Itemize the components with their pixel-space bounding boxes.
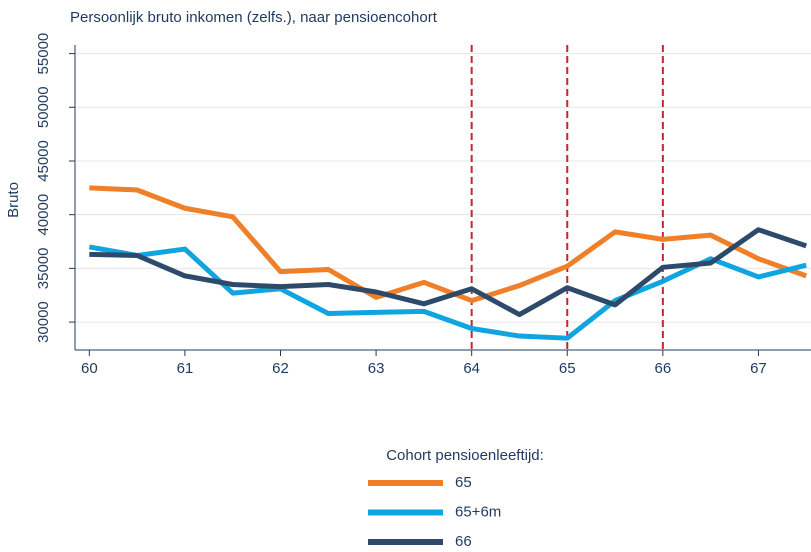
y-tick-label: 45000 [35,140,52,182]
y-axis-label: Bruto [5,182,22,218]
y-tick-label: 55000 [35,33,52,75]
x-tick-label: 61 [177,360,194,377]
series-line [89,227,808,318]
x-tick-label: 60 [81,360,98,377]
y-tick-label: 40000 [35,194,52,236]
x-tick-label: 64 [463,360,480,377]
chart-title: Persoonlijk bruto inkomen (zelfs.), naar… [70,9,438,26]
legend-label: 65 [455,474,472,491]
legend-label: 65+6m [455,503,501,520]
legend-label: 66 [455,533,472,550]
legend-title: Cohort pensioenleeftijd: [386,447,544,464]
y-tick-label: 50000 [35,86,52,128]
x-tick-label: 65 [559,360,576,377]
x-tick-label: 63 [368,360,385,377]
x-tick-label: 62 [272,360,289,377]
series-line [88,244,807,341]
series-line [89,185,808,304]
y-tick-label: 30000 [35,301,52,343]
x-tick-label: 66 [655,360,672,377]
y-tick-label: 35000 [35,248,52,290]
x-tick-label: 67 [750,360,767,377]
